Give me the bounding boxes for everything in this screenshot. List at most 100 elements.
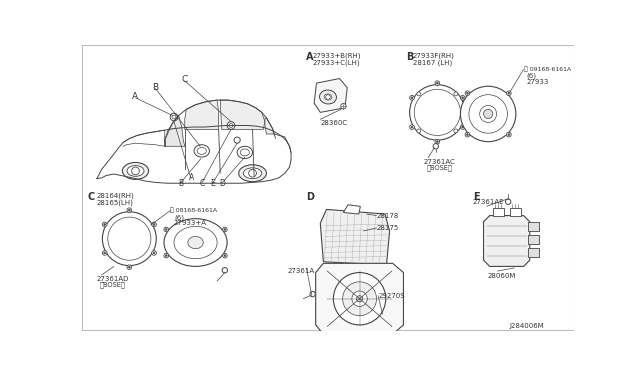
Ellipse shape — [164, 219, 227, 266]
Polygon shape — [484, 216, 530, 266]
Text: 27361AC: 27361AC — [424, 158, 455, 164]
Ellipse shape — [240, 149, 250, 156]
Ellipse shape — [239, 165, 266, 182]
Circle shape — [411, 97, 413, 99]
Bar — [528, 222, 539, 231]
Ellipse shape — [460, 86, 516, 142]
Ellipse shape — [237, 146, 253, 158]
Ellipse shape — [122, 163, 148, 179]
Ellipse shape — [108, 217, 151, 260]
Circle shape — [170, 113, 178, 121]
Circle shape — [435, 140, 440, 144]
Polygon shape — [185, 100, 219, 129]
Text: D: D — [307, 192, 314, 202]
Text: Ⓢ 08168-6161A: Ⓢ 08168-6161A — [170, 208, 217, 214]
Circle shape — [129, 266, 131, 268]
Circle shape — [104, 252, 106, 254]
Circle shape — [352, 291, 367, 307]
Text: 28164(RH): 28164(RH) — [97, 192, 135, 199]
Circle shape — [506, 91, 511, 96]
Text: 28360C: 28360C — [320, 120, 348, 126]
Circle shape — [223, 253, 227, 258]
Text: (6): (6) — [174, 214, 184, 221]
Circle shape — [132, 167, 140, 175]
Circle shape — [467, 134, 468, 135]
Bar — [528, 235, 539, 244]
Text: A: A — [307, 52, 314, 62]
Circle shape — [506, 199, 511, 205]
Circle shape — [129, 209, 131, 211]
Text: D: D — [220, 179, 225, 187]
Polygon shape — [320, 209, 390, 265]
Ellipse shape — [243, 168, 262, 179]
Text: 29270S: 29270S — [378, 293, 404, 299]
Text: 〈BOSE〉: 〈BOSE〉 — [100, 282, 126, 288]
Circle shape — [152, 251, 156, 255]
Ellipse shape — [194, 145, 209, 157]
Text: J284006M: J284006M — [509, 323, 544, 329]
Circle shape — [153, 224, 155, 225]
Text: 28167 (LH): 28167 (LH) — [413, 59, 452, 66]
Circle shape — [127, 208, 132, 212]
Text: Ⓢ 09168-6161A: Ⓢ 09168-6161A — [524, 66, 571, 72]
Circle shape — [164, 253, 168, 258]
Ellipse shape — [188, 236, 204, 249]
Circle shape — [234, 137, 240, 143]
Circle shape — [467, 92, 468, 94]
Text: 27361A: 27361A — [288, 268, 315, 274]
Circle shape — [506, 132, 511, 137]
Circle shape — [164, 227, 168, 232]
Circle shape — [165, 228, 167, 230]
Circle shape — [410, 96, 414, 100]
Text: 28060M: 28060M — [488, 273, 516, 279]
Ellipse shape — [127, 166, 144, 176]
Text: 28178: 28178 — [376, 212, 399, 218]
Polygon shape — [344, 205, 360, 214]
Circle shape — [356, 296, 363, 302]
Text: E: E — [473, 192, 479, 202]
Ellipse shape — [319, 90, 337, 104]
Circle shape — [102, 251, 107, 255]
Circle shape — [454, 129, 458, 133]
Ellipse shape — [480, 106, 497, 122]
Text: 27933+C(LH): 27933+C(LH) — [312, 59, 360, 66]
Circle shape — [227, 122, 235, 129]
Circle shape — [223, 227, 227, 232]
Text: 〈BOSE〉: 〈BOSE〉 — [427, 165, 452, 171]
Circle shape — [224, 255, 226, 257]
Circle shape — [340, 103, 346, 109]
Ellipse shape — [197, 147, 206, 154]
Polygon shape — [164, 115, 185, 146]
Polygon shape — [316, 263, 403, 334]
Circle shape — [417, 129, 420, 133]
Circle shape — [461, 97, 463, 99]
Circle shape — [460, 125, 465, 129]
Circle shape — [435, 81, 440, 86]
Circle shape — [249, 169, 257, 177]
Circle shape — [465, 132, 470, 137]
Circle shape — [326, 95, 330, 99]
Text: C: C — [182, 76, 188, 84]
Polygon shape — [220, 100, 265, 129]
Circle shape — [508, 134, 510, 135]
Circle shape — [436, 82, 438, 84]
Ellipse shape — [469, 95, 508, 133]
Text: 27933+B(RH): 27933+B(RH) — [312, 52, 361, 59]
Text: 28165(LH): 28165(LH) — [97, 199, 134, 206]
Text: A: A — [132, 92, 138, 102]
Bar — [528, 248, 539, 257]
Polygon shape — [97, 125, 291, 183]
Circle shape — [410, 125, 414, 129]
Circle shape — [104, 224, 106, 225]
Circle shape — [411, 126, 413, 128]
Ellipse shape — [174, 226, 217, 259]
Text: B: B — [178, 179, 183, 187]
Polygon shape — [265, 118, 274, 134]
Circle shape — [465, 91, 470, 96]
Ellipse shape — [414, 89, 460, 135]
Circle shape — [229, 124, 233, 128]
Circle shape — [165, 255, 167, 257]
Circle shape — [333, 273, 386, 325]
Text: B: B — [152, 83, 159, 92]
Circle shape — [342, 282, 376, 316]
